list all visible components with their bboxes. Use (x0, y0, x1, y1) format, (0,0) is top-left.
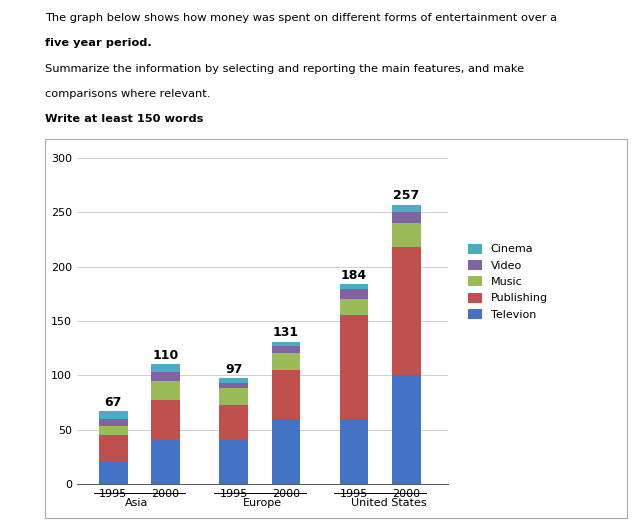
Bar (99, 426, 128, 435)
Text: United States: United States (351, 498, 426, 508)
Bar (271, 346, 300, 353)
Bar (339, 419, 368, 484)
Bar (271, 353, 300, 370)
Bar (99, 419, 128, 426)
Bar (220, 379, 248, 383)
Bar (151, 440, 180, 484)
Text: 97: 97 (225, 363, 243, 376)
Bar (339, 284, 368, 289)
Text: 184: 184 (341, 269, 367, 282)
Text: comparisons where relevant.: comparisons where relevant. (45, 89, 210, 99)
Bar (220, 404, 248, 440)
Bar (392, 205, 420, 212)
Bar (339, 299, 368, 316)
Bar (339, 289, 368, 299)
Text: Europe: Europe (243, 498, 282, 508)
Bar (99, 411, 128, 419)
Text: 131: 131 (273, 326, 299, 339)
Text: 110: 110 (152, 349, 179, 362)
Bar (220, 440, 248, 484)
Bar (151, 400, 180, 440)
Bar (271, 419, 300, 484)
Bar (271, 370, 300, 419)
Legend: Cinema, Video, Music, Publishing, Televion: Cinema, Video, Music, Publishing, Televi… (468, 244, 548, 320)
Bar (220, 388, 248, 404)
Bar (392, 223, 420, 247)
Bar (392, 247, 420, 375)
Bar (392, 375, 420, 484)
Bar (151, 381, 180, 400)
Text: Write at least 150 words: Write at least 150 words (45, 114, 203, 124)
Bar (151, 365, 180, 372)
Bar (99, 462, 128, 484)
Text: 67: 67 (105, 396, 122, 409)
Text: Summarize the information by selecting and reporting the main features, and make: Summarize the information by selecting a… (45, 64, 524, 74)
Bar (99, 435, 128, 462)
Text: five year period.: five year period. (45, 38, 152, 48)
Text: The graph below shows how money was spent on different forms of entertainment ov: The graph below shows how money was spen… (45, 13, 557, 23)
Bar (151, 372, 180, 381)
Bar (271, 341, 300, 346)
Bar (392, 212, 420, 223)
Bar (220, 383, 248, 388)
Bar (339, 316, 368, 419)
Text: Asia: Asia (125, 498, 148, 508)
Text: 257: 257 (393, 189, 419, 203)
